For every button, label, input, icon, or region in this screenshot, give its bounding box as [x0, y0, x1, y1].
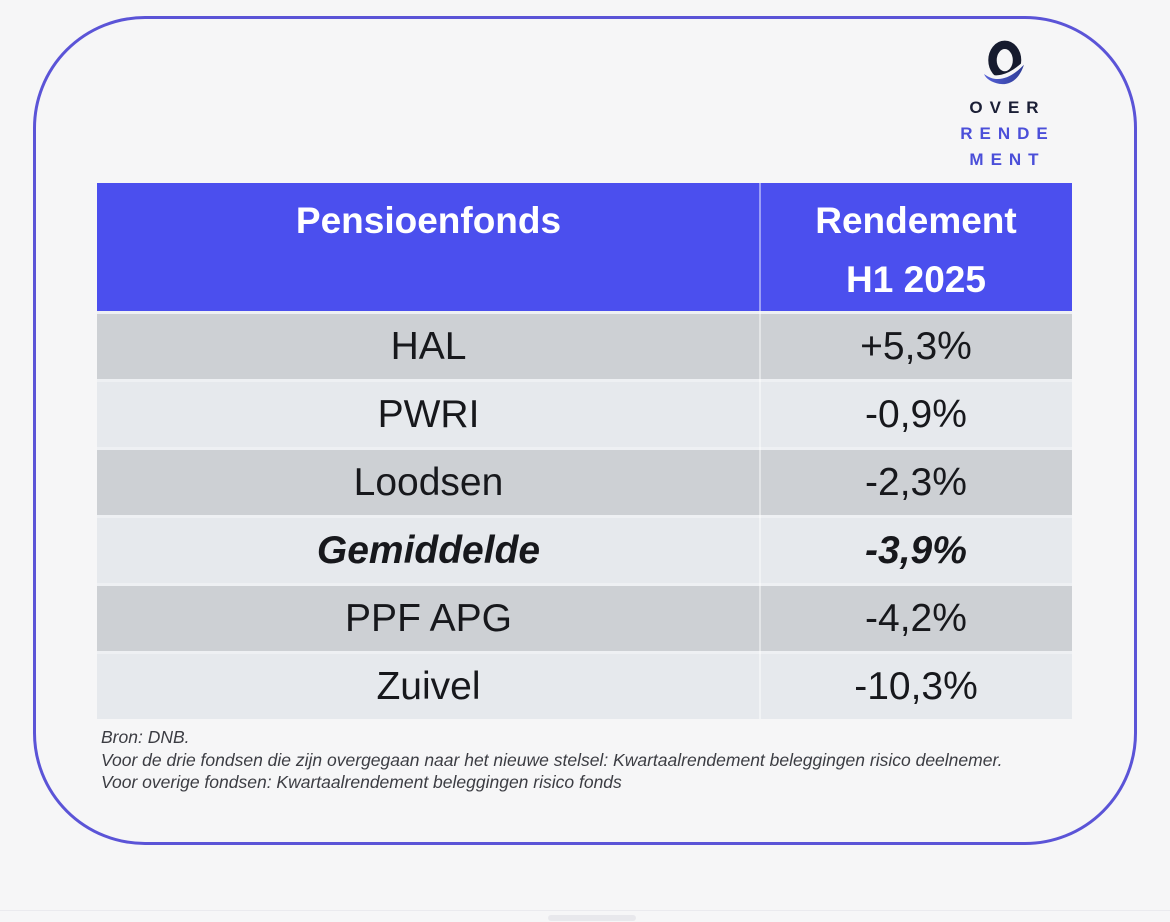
bottom-separator-line — [0, 910, 1170, 911]
overrendement-logo: OVER RENDE MENT — [948, 38, 1060, 173]
rounded-border-frame — [33, 16, 1137, 845]
table-row-loodsen: Loodsen -2,3% — [97, 447, 1072, 515]
fund-return: -3,9% — [865, 528, 967, 572]
table-row-hal: HAL +5,3% — [97, 311, 1072, 379]
bottom-pill-artifact — [548, 915, 636, 921]
logo-word-over: OVER — [969, 98, 1046, 117]
table-row-zuivel: Zuivel -10,3% — [97, 651, 1072, 719]
table-row-gemiddelde: Gemiddelde -3,9% — [97, 515, 1072, 583]
logo-word-ment: MENT — [969, 150, 1046, 169]
footnotes: Bron: DNB. Voor de drie fondsen die zijn… — [101, 726, 1003, 794]
fund-name: Gemiddelde — [316, 528, 541, 572]
table-row-ppf-apg: PPF APG -4,2% — [97, 583, 1072, 651]
footnote-methodology-2: Voor overige fondsen: Kwartaalrendement … — [101, 772, 622, 792]
table-row-pwri: PWRI -0,9% — [97, 379, 1072, 447]
logo-word-rende: RENDE — [960, 124, 1055, 143]
column-header-rendement-line2: H1 2025 — [846, 259, 986, 300]
column-divider — [759, 183, 761, 719]
fund-return: -4,2% — [865, 596, 967, 640]
column-header-pensioenfonds: Pensioenfonds — [295, 200, 562, 241]
fund-return: +5,3% — [860, 324, 972, 368]
overrendement-logo-icon — [981, 38, 1028, 90]
column-header-rendement: Rendement H1 2025 — [760, 183, 1072, 311]
fund-name: Loodsen — [353, 460, 504, 504]
fund-name: PWRI — [377, 392, 480, 436]
column-header-rendement-line1: Rendement — [815, 200, 1017, 241]
pension-returns-table: Pensioenfonds Rendement H1 2025 HAL +5,3… — [97, 183, 1072, 719]
table-header-row: Pensioenfonds Rendement H1 2025 — [97, 183, 1072, 311]
fund-name: HAL — [390, 324, 467, 368]
fund-return: -0,9% — [865, 392, 967, 436]
fund-return: -2,3% — [865, 460, 967, 504]
footnote-methodology-1: Voor de drie fondsen die zijn overgegaan… — [101, 749, 1003, 770]
fund-return: -10,3% — [854, 664, 978, 708]
fund-name: PPF APG — [345, 596, 512, 640]
fund-name: Zuivel — [376, 664, 481, 708]
footnote-source: Bron: DNB. — [101, 727, 190, 747]
